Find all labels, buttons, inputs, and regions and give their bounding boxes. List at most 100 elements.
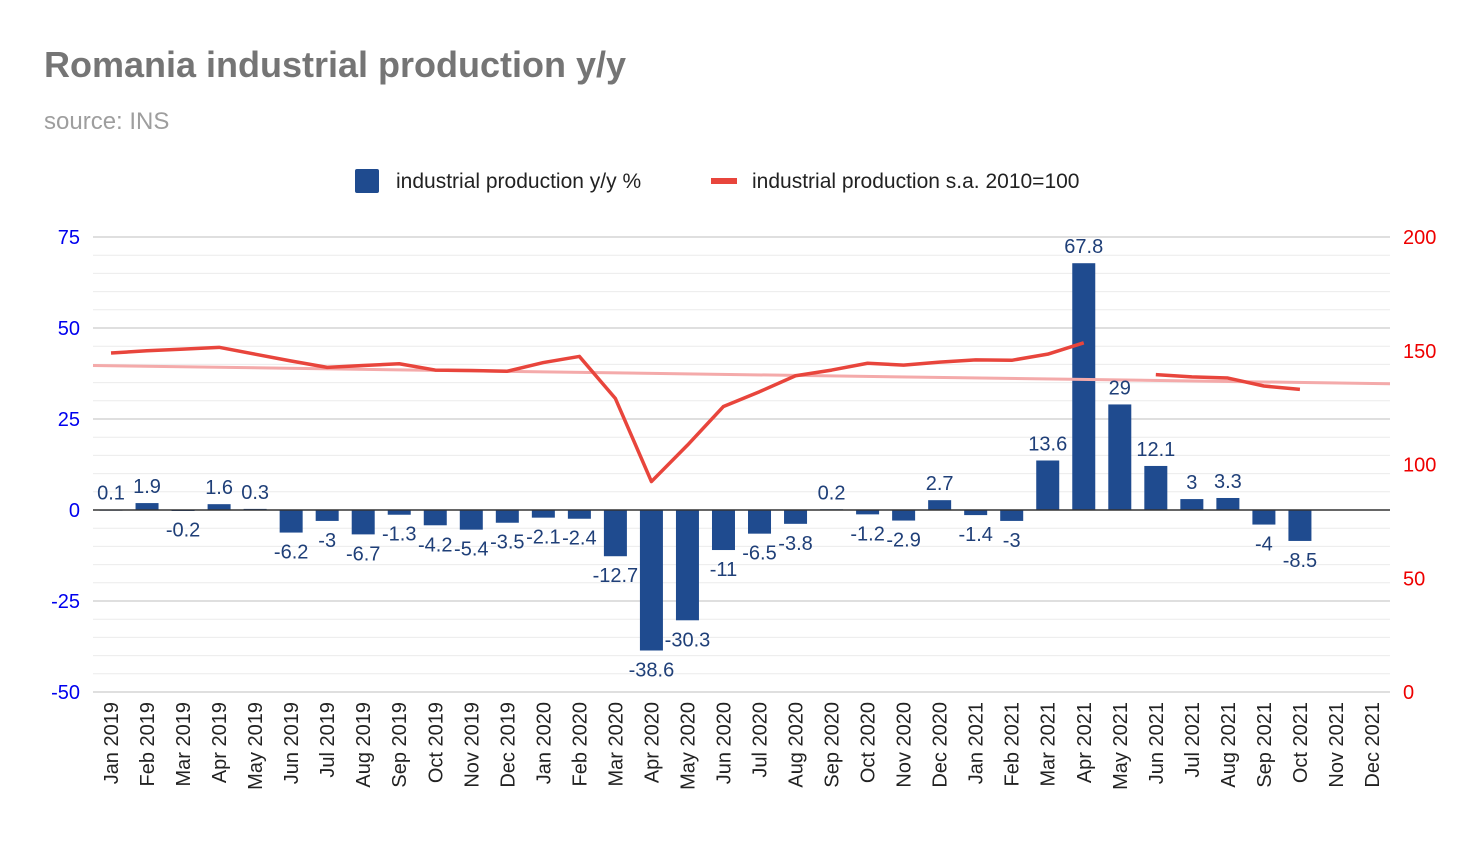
data-label: -3 xyxy=(1003,530,1021,552)
data-label: -3 xyxy=(318,530,336,552)
bar-jan-2021 xyxy=(964,510,988,516)
bar-sep-2021 xyxy=(1252,510,1276,525)
right-tick-label: 50 xyxy=(1403,568,1425,590)
bar-jul-2019 xyxy=(315,510,339,521)
x-tick-label: May 2020 xyxy=(677,702,699,790)
x-tick-label: Jun 2020 xyxy=(713,702,735,784)
bar-dec-2019 xyxy=(495,510,519,523)
data-label: -2.1 xyxy=(526,527,560,549)
bar-aug-2019 xyxy=(351,510,375,535)
x-tick-label: Apr 2020 xyxy=(641,702,663,783)
data-label: -4.2 xyxy=(418,534,452,556)
legend-bar-swatch xyxy=(355,169,379,193)
right-tick-label: 100 xyxy=(1403,455,1436,477)
trendline-layer xyxy=(92,364,1391,386)
x-tick-label: Sep 2019 xyxy=(389,702,411,788)
left-tick-label: -25 xyxy=(51,591,80,613)
data-label: -12.7 xyxy=(593,565,639,587)
data-label: -0.2 xyxy=(166,520,200,542)
x-tick-label: Apr 2021 xyxy=(1074,702,1096,783)
bar-oct-2020 xyxy=(856,510,880,515)
data-label: -6.7 xyxy=(346,543,380,565)
x-tick-label: Aug 2019 xyxy=(353,702,375,788)
x-tick-label: Mar 2019 xyxy=(173,702,195,787)
bar-mar-2021 xyxy=(1036,460,1060,510)
bar-jun-2019 xyxy=(279,510,303,533)
x-tick-label: Jun 2021 xyxy=(1146,702,1168,784)
data-label: -1.2 xyxy=(850,523,884,545)
bar-aug-2020 xyxy=(784,510,808,524)
x-tick-label: Nov 2021 xyxy=(1326,702,1348,788)
bar-oct-2019 xyxy=(423,510,447,526)
bar-feb-2021 xyxy=(1000,510,1024,521)
x-tick-label: Mar 2020 xyxy=(605,702,627,787)
data-labels: 0.1 1.9-0.21.6 0.3-6.2-3-6.7-1.3 -4.2 -5.4 -3… xyxy=(97,236,1317,681)
legend-bar-label: industrial production y/y % xyxy=(396,170,641,193)
data-label: -1.3 xyxy=(382,524,416,546)
x-tick-label: Jul 2021 xyxy=(1182,702,1204,778)
data-label: -8.5 xyxy=(1283,550,1317,572)
bar-jun-2021 xyxy=(1144,465,1168,510)
legend: industrial production y/y % industrial pr… xyxy=(355,169,1079,193)
x-tick-label: Nov 2020 xyxy=(894,702,916,788)
x-tick-label: Mar 2021 xyxy=(1038,702,1060,787)
x-tick-label: Aug 2020 xyxy=(786,702,808,788)
x-tick-label: Jan 2020 xyxy=(533,702,555,784)
x-tick-label: Nov 2019 xyxy=(461,702,483,788)
left-tick-label: 25 xyxy=(58,409,80,431)
bar-nov-2019 xyxy=(459,510,483,530)
bar-apr-2021 xyxy=(1072,263,1096,510)
chart-title: Romania industrial production y/y xyxy=(44,44,627,85)
left-tick-label: -50 xyxy=(51,682,80,704)
data-label: 13.6 xyxy=(1028,433,1067,455)
data-label: 1.6 xyxy=(205,477,233,499)
data-label: -2.9 xyxy=(886,530,920,552)
x-tick-label: Jul 2020 xyxy=(750,702,772,778)
x-tick-label: Feb 2019 xyxy=(137,702,159,787)
x-tick-label: Oct 2020 xyxy=(858,702,880,783)
bar-jul-2021 xyxy=(1180,499,1204,510)
bar-feb-2020 xyxy=(567,510,591,519)
legend-line-label: industrial production s.a. 2010=100 xyxy=(752,170,1079,193)
data-label: -5.4 xyxy=(454,539,488,561)
x-tick-label: Sep 2021 xyxy=(1254,702,1276,788)
data-label: 3.3 xyxy=(1214,471,1242,493)
bar-series xyxy=(99,263,1312,651)
x-tick-label: Oct 2019 xyxy=(425,702,447,783)
left-tick-label: 0 xyxy=(69,500,80,522)
right-tick-label: 150 xyxy=(1403,341,1436,363)
bar-dec-2020 xyxy=(928,500,952,510)
trendline xyxy=(92,364,1391,386)
x-tick-label: Feb 2020 xyxy=(569,702,591,787)
bar-nov-2020 xyxy=(892,510,916,521)
chart-subtitle: source: INS xyxy=(44,108,170,135)
data-label: -38.6 xyxy=(629,660,675,682)
data-label: 2.7 xyxy=(926,473,954,495)
right-tick-label: 200 xyxy=(1403,227,1436,249)
gridlines xyxy=(93,236,1390,693)
x-tick-label: Jan 2021 xyxy=(966,702,988,784)
right-axis-ticks: 0 50 100 150 200 xyxy=(1403,227,1436,704)
bar-may-2020 xyxy=(675,510,699,621)
x-tick-label: Dec 2019 xyxy=(497,702,519,788)
line-series-layer xyxy=(110,341,1301,484)
x-tick-label: Dec 2020 xyxy=(930,702,952,788)
data-label: 0.3 xyxy=(241,482,269,504)
x-axis-ticks: Jan 2019 Feb 2019 Mar 2019 Apr 2019 May 2019… xyxy=(101,702,1384,790)
data-label: 12.1 xyxy=(1136,439,1175,461)
data-label: 3 xyxy=(1186,472,1197,494)
x-tick-label: Aug 2021 xyxy=(1218,702,1240,788)
x-tick-label: May 2021 xyxy=(1110,702,1132,790)
data-label: -1.4 xyxy=(958,524,992,546)
bar-aug-2021 xyxy=(1216,497,1240,510)
data-label: 0.2 xyxy=(818,482,846,504)
bar-apr-2020 xyxy=(639,510,663,651)
x-tick-label: Jan 2019 xyxy=(101,702,123,784)
bar-feb-2019 xyxy=(135,503,159,510)
bar-may-2021 xyxy=(1108,404,1132,510)
left-tick-label: 50 xyxy=(58,318,80,340)
data-label: -2.4 xyxy=(562,528,596,550)
data-label: -11 xyxy=(710,559,737,581)
data-label: 1.9 xyxy=(133,476,161,498)
